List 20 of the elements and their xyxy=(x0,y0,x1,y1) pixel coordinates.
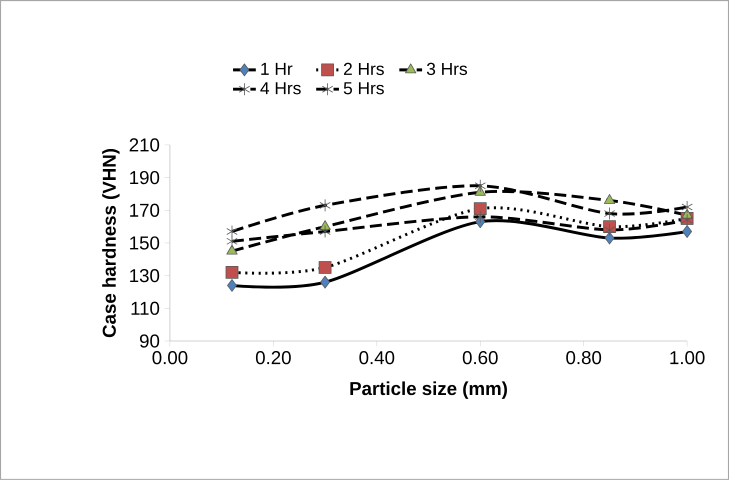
y-tick-label: 150 xyxy=(130,236,160,250)
x-axis-title: Particle size (mm) xyxy=(350,381,507,399)
x-tick-label: 0.60 xyxy=(462,351,498,364)
x-tick-label: 1.00 xyxy=(670,351,705,364)
y-tick-label: 110 xyxy=(132,302,160,315)
y-tick-label: 90 xyxy=(140,334,160,348)
x-tick-label: 0.20 xyxy=(256,351,291,364)
legend-label: 2 Hrs xyxy=(344,62,384,76)
legend-label: 5 Hrs xyxy=(344,82,384,94)
y-tick-label: 170 xyxy=(130,204,160,217)
y-tick-label: 210 xyxy=(130,138,160,152)
y-tick-label: 190 xyxy=(130,171,160,184)
y-axis-title: Case hardness (VHN) xyxy=(102,149,120,338)
x-tick-label: 0.00 xyxy=(152,351,188,364)
y-tick-label: 130 xyxy=(130,269,160,282)
legend-label: 1 Hr xyxy=(261,62,292,75)
legend-label: 4 Hrs xyxy=(260,82,301,94)
x-tick-label: 0.80 xyxy=(566,351,602,364)
x-tick-label: 0.40 xyxy=(359,351,394,364)
legend-label: 3 Hrs xyxy=(426,62,468,76)
